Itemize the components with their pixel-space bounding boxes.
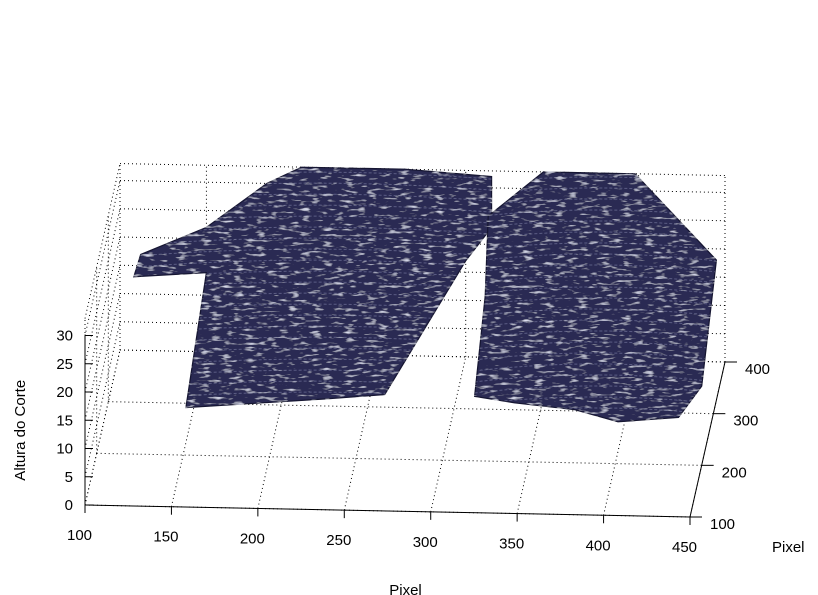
y-tick-label: 400 xyxy=(745,361,770,378)
slice-band xyxy=(474,297,717,306)
slice-band xyxy=(474,275,717,284)
y-tick-label: 300 xyxy=(733,413,758,430)
slice-band xyxy=(474,308,717,317)
z-tick-label: 0 xyxy=(65,497,73,514)
slice-band xyxy=(474,385,717,394)
x-tick-label: 400 xyxy=(586,537,611,554)
grid-line xyxy=(84,265,121,421)
grid-line xyxy=(84,321,121,477)
y-tick-label: 100 xyxy=(710,516,735,533)
tick-labels: 100 150 200 250 300 350 400 450 100 200 300 400 0 5 10… xyxy=(56,328,770,557)
slice-band xyxy=(474,253,717,262)
y-axis-label: Pixel xyxy=(772,539,805,556)
y-axis-line xyxy=(689,361,726,518)
grid-line xyxy=(84,236,121,393)
x-axis-line xyxy=(84,504,691,518)
slice-band xyxy=(133,248,492,257)
slice-band xyxy=(133,259,492,268)
z-axis-label: Altura do Corte xyxy=(12,380,29,481)
slice-band xyxy=(474,363,717,372)
slice-band xyxy=(474,341,717,350)
grid-line xyxy=(96,452,702,466)
x-axis-label: Pixel xyxy=(389,582,422,595)
slice-band xyxy=(474,264,717,273)
slice-band xyxy=(474,396,717,405)
x-tick-label: 300 xyxy=(413,534,438,551)
grid-line xyxy=(84,293,121,449)
slice-band xyxy=(474,231,717,240)
grid-line xyxy=(84,180,121,336)
z-tick-label: 30 xyxy=(56,328,73,345)
left-lobe-surface xyxy=(132,166,493,409)
grid-line xyxy=(84,349,121,506)
x-tick-label: 100 xyxy=(67,527,92,544)
z-tick-label: 15 xyxy=(56,412,73,429)
x-tick-label: 250 xyxy=(326,532,351,549)
x-tick-label: 350 xyxy=(499,536,524,553)
z-tick-label: 20 xyxy=(56,384,73,401)
z-tick-label: 25 xyxy=(56,356,73,373)
z-tick-label: 5 xyxy=(65,469,73,486)
slice-band xyxy=(474,352,717,361)
axis-labels: Pixel Pixel Altura do Corte xyxy=(12,380,805,595)
grid-line xyxy=(84,208,121,364)
x-tick-label: 200 xyxy=(240,530,265,547)
grid-line xyxy=(430,356,467,512)
x-tick-label: 150 xyxy=(153,529,178,546)
slice-band xyxy=(474,319,717,328)
y-tick-label: 200 xyxy=(722,464,747,481)
surface-objects xyxy=(132,166,718,423)
grid-line xyxy=(84,163,121,319)
z-tick-label: 10 xyxy=(56,441,73,458)
slice-band xyxy=(474,374,717,383)
right-lobe-surface xyxy=(473,171,718,423)
slice-band xyxy=(474,286,717,295)
slice-band xyxy=(474,242,717,251)
slice-band xyxy=(133,237,492,246)
slice-band xyxy=(474,330,717,339)
x-tick-label: 450 xyxy=(672,539,697,556)
grid-line xyxy=(84,349,121,506)
